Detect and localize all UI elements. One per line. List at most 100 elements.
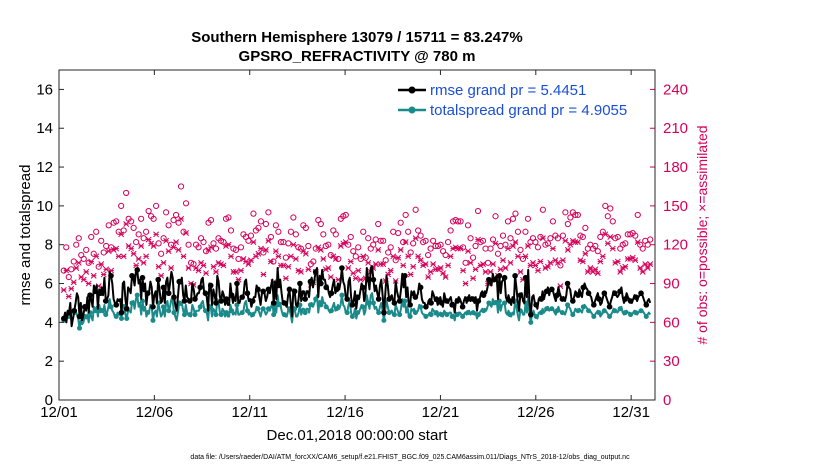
obs-possible-point bbox=[474, 207, 482, 215]
obs-assimilated-point bbox=[437, 265, 444, 271]
y-tick-label: 8 bbox=[45, 237, 53, 254]
totalspread-point bbox=[449, 314, 455, 320]
obs-possible-point bbox=[150, 215, 157, 222]
totalspread-point bbox=[465, 310, 471, 316]
rmse-point bbox=[202, 290, 209, 297]
obs-assimilated-point bbox=[163, 237, 170, 244]
totalspread-point bbox=[381, 317, 387, 323]
obs-assimilated-point bbox=[390, 253, 397, 260]
rmse-point bbox=[244, 290, 251, 297]
obs-possible-point bbox=[457, 218, 464, 225]
obs-assimilated-point bbox=[297, 268, 304, 275]
obs-assimilated-point bbox=[287, 253, 294, 260]
totalspread-point bbox=[439, 312, 445, 318]
obs-assimilated-point bbox=[352, 275, 359, 282]
obs-assimilated-point bbox=[594, 270, 601, 277]
obs-assimilated-point bbox=[584, 268, 591, 275]
obs-assimilated-point bbox=[105, 248, 112, 255]
rmse-point bbox=[160, 284, 167, 291]
obs-possible-point bbox=[210, 240, 217, 247]
obs-assimilated-point bbox=[210, 263, 217, 270]
obs-possible-point bbox=[100, 249, 107, 256]
rmse-point bbox=[307, 278, 314, 285]
obs-assimilated-point bbox=[317, 246, 324, 253]
rmse-point bbox=[223, 296, 230, 302]
obs-assimilated-point bbox=[135, 255, 142, 262]
totalspread-point bbox=[454, 312, 460, 318]
obs-assimilated-point bbox=[98, 261, 105, 268]
rmse-point bbox=[150, 304, 156, 310]
totalspread-point bbox=[255, 306, 261, 312]
rmse-point bbox=[538, 296, 545, 302]
totalspread-point bbox=[502, 300, 508, 306]
obs-assimilated-point bbox=[332, 255, 339, 262]
obs-assimilated-point bbox=[582, 250, 589, 257]
obs-assimilated-point bbox=[405, 253, 412, 260]
obs-assimilated-point bbox=[417, 257, 424, 264]
rmse-point bbox=[197, 284, 204, 291]
obs-possible-point bbox=[397, 219, 404, 226]
totalspread-point bbox=[444, 312, 450, 318]
totalspread-point bbox=[77, 325, 83, 331]
obs-possible-point bbox=[325, 241, 332, 248]
obs-assimilated-point bbox=[547, 259, 554, 266]
totalspread-point bbox=[113, 314, 119, 320]
rmse-point bbox=[186, 298, 193, 304]
obs-possible-point bbox=[302, 224, 309, 231]
obs-possible-point bbox=[88, 233, 95, 241]
totalspread-point bbox=[166, 308, 172, 314]
legend-rmse-label: rmse grand pr = 5.4451 bbox=[430, 82, 586, 99]
obs-assimilated-point bbox=[597, 258, 604, 265]
rmse-point bbox=[92, 288, 99, 295]
obs-assimilated-point bbox=[400, 262, 407, 269]
totalspread-point bbox=[538, 310, 544, 316]
obs-assimilated-point bbox=[544, 263, 551, 270]
rmse-point bbox=[302, 296, 308, 302]
totalspread-point bbox=[612, 308, 618, 314]
rmse-point bbox=[454, 298, 461, 304]
totalspread-point bbox=[507, 312, 513, 318]
obs-assimilated-point bbox=[549, 245, 556, 252]
totalspread-point bbox=[302, 310, 308, 316]
totalspread-point bbox=[328, 308, 334, 314]
x-tick-label: 12/26 bbox=[517, 404, 555, 421]
obs-possible-point bbox=[355, 244, 362, 251]
obs-assimilated-point bbox=[430, 261, 437, 268]
obs-possible-point bbox=[422, 237, 429, 244]
obs-assimilated-point bbox=[115, 253, 122, 260]
rmse-point bbox=[412, 294, 419, 300]
rmse-point bbox=[465, 296, 471, 302]
obs-assimilated-point bbox=[282, 275, 289, 282]
obs-possible-point bbox=[332, 231, 339, 238]
obs-assimilated-point bbox=[175, 246, 182, 253]
totalspread-point bbox=[265, 306, 271, 312]
rmse-point bbox=[617, 288, 623, 295]
obs-possible-point bbox=[549, 218, 557, 225]
obs-assimilated-point bbox=[247, 257, 254, 264]
totalspread-point bbox=[428, 312, 434, 318]
obs-possible-point bbox=[572, 211, 579, 219]
obs-assimilated-point bbox=[123, 221, 130, 227]
rmse-point bbox=[139, 274, 146, 281]
totalspread-point bbox=[628, 312, 634, 318]
obs-possible-point bbox=[170, 217, 177, 224]
totalspread-point bbox=[98, 308, 104, 314]
obs-possible-point bbox=[489, 236, 497, 243]
plot-frame bbox=[58, 69, 656, 401]
obs-assimilated-point bbox=[233, 268, 239, 275]
obs-possible-point bbox=[454, 218, 462, 225]
totalspread-point bbox=[638, 308, 644, 314]
obs-possible-point bbox=[312, 245, 319, 252]
obs-possible-point bbox=[534, 244, 542, 251]
rmse-point bbox=[606, 304, 613, 310]
y2-tick-label: 30 bbox=[663, 353, 680, 370]
obs-assimilated-point bbox=[90, 272, 97, 279]
obs-assimilated-point bbox=[395, 254, 402, 261]
rmse-point bbox=[612, 290, 618, 297]
totalspread-point bbox=[250, 312, 256, 318]
totalspread-point bbox=[580, 304, 586, 310]
obs-assimilated-point bbox=[133, 262, 140, 269]
obs-assimilated-point bbox=[143, 253, 150, 260]
obs-possible-point bbox=[118, 202, 125, 209]
